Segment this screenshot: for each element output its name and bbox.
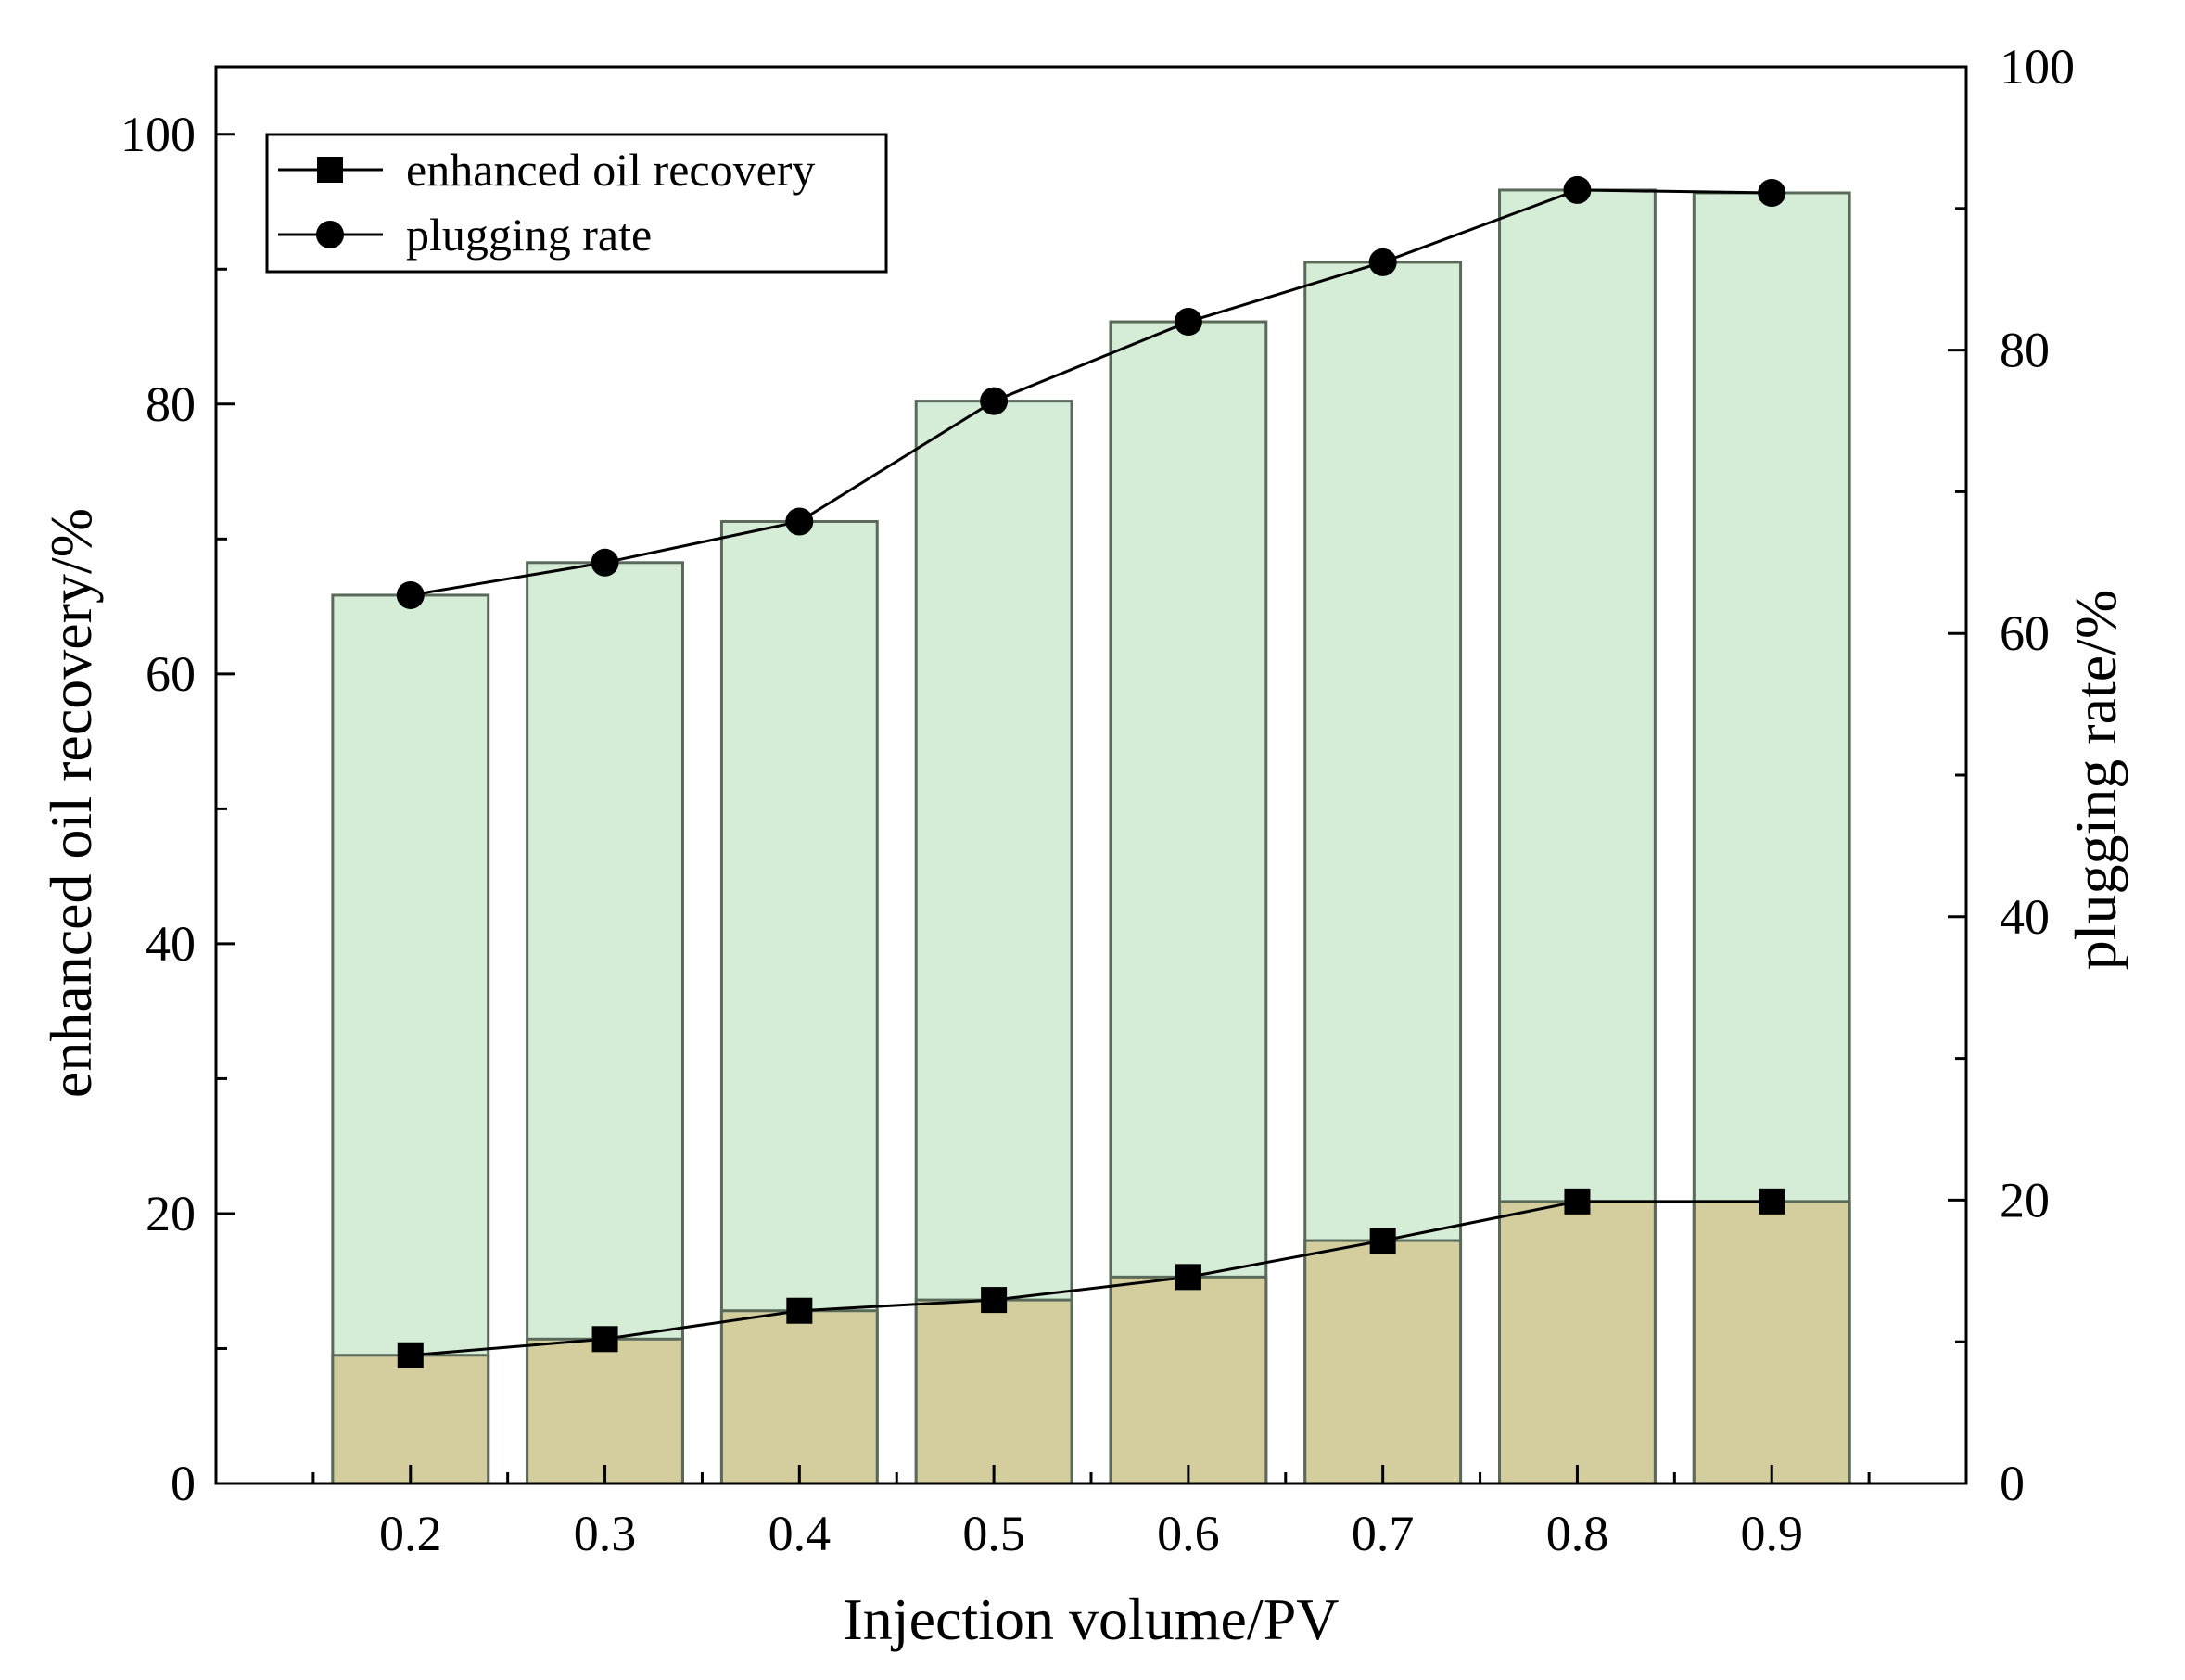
right-y-tick-label: 0 xyxy=(2000,1456,2025,1511)
x-tick-label: 0.5 xyxy=(962,1506,1025,1561)
enhanced-oil-recovery-point xyxy=(1759,1188,1785,1215)
right-y-axis-title: plugging rate/% xyxy=(2063,590,2128,971)
right-y-tick-label: 100 xyxy=(2000,39,2075,95)
right-y-tick-label: 60 xyxy=(2000,605,2050,661)
axes: 0 20 40 60 80 100 0 20 40 60 80 100 0.2 0.3 0.4 0.5 0.6 0… xyxy=(38,39,2128,1652)
enhanced-oil-recovery-point xyxy=(1564,1188,1591,1215)
x-tick-label: 0.6 xyxy=(1157,1506,1220,1561)
enhanced-oil-recovery-point xyxy=(1369,1228,1396,1254)
x-tick-label: 0.2 xyxy=(379,1506,442,1561)
enhanced-oil-recovery-bar xyxy=(331,1354,490,1485)
plugging-rate-point xyxy=(785,507,814,536)
x-tick-label: 0.3 xyxy=(574,1506,637,1561)
plugging-rate-bar xyxy=(331,593,490,1485)
legend-marker-circle xyxy=(316,221,344,248)
plugging-rate-point xyxy=(591,548,619,577)
plugging-rate-point xyxy=(1758,178,1786,207)
enhanced-oil-recovery-line xyxy=(410,1200,1772,1357)
legend-box xyxy=(265,133,888,274)
enhanced-oil-recovery-bar xyxy=(1303,1239,1463,1485)
legend-label-enhanced-oil-recovery: enhanced oil recovery xyxy=(406,144,815,196)
right-y-tick-label: 20 xyxy=(2000,1172,2050,1228)
plugging-rate-point xyxy=(980,387,1009,415)
enhanced-oil-recovery-bar xyxy=(1692,1200,1851,1485)
right-y-tick-label: 80 xyxy=(2000,323,2050,378)
plugging-rate-point xyxy=(396,580,425,609)
enhanced-oil-recovery-point xyxy=(397,1342,424,1368)
left-y-tick-label: 20 xyxy=(146,1186,196,1241)
enhanced-oil-recovery-bar xyxy=(914,1298,1073,1485)
x-axis-title: Injection volume/PV xyxy=(843,1586,1339,1652)
x-tick-label: 0.9 xyxy=(1740,1506,1803,1561)
left-y-tick-label: 40 xyxy=(146,916,196,972)
enhanced-oil-recovery-point xyxy=(786,1297,813,1324)
enhanced-oil-recovery-point xyxy=(1175,1264,1201,1291)
left-y-tick-label: 0 xyxy=(171,1456,196,1511)
plugging-rate-point xyxy=(1368,248,1397,276)
plugging-rate-line xyxy=(410,188,1772,597)
left-y-tick-label: 60 xyxy=(146,646,196,702)
legend-marker-square xyxy=(317,157,343,183)
enhanced-oil-recovery-bar xyxy=(719,1309,879,1485)
right-y-tick-label: 40 xyxy=(2000,889,2050,945)
x-tick-label: 0.7 xyxy=(1352,1506,1415,1561)
left-y-axis-title: enhanced oil recovery/% xyxy=(38,508,104,1098)
plugging-rate-point xyxy=(1563,175,1592,204)
left-y-tick-label: 100 xyxy=(121,107,196,162)
enhanced-oil-recovery-bar xyxy=(526,1337,684,1485)
left-y-tick-label: 80 xyxy=(146,376,196,432)
enhanced-oil-recovery-point xyxy=(591,1326,618,1353)
series-lines xyxy=(396,175,1786,1368)
legend: enhanced oil recovery plugging rate xyxy=(265,133,888,274)
x-tick-label: 0.8 xyxy=(1546,1506,1609,1561)
x-tick-label: 0.4 xyxy=(769,1506,832,1561)
plugging-rate-point xyxy=(1174,308,1202,337)
legend-label-plugging-rate: plugging rate xyxy=(406,209,652,261)
enhanced-oil-recovery-bar xyxy=(1109,1275,1268,1485)
enhanced-oil-recovery-bar xyxy=(1498,1200,1657,1485)
enhanced-oil-recovery-point xyxy=(981,1287,1008,1314)
